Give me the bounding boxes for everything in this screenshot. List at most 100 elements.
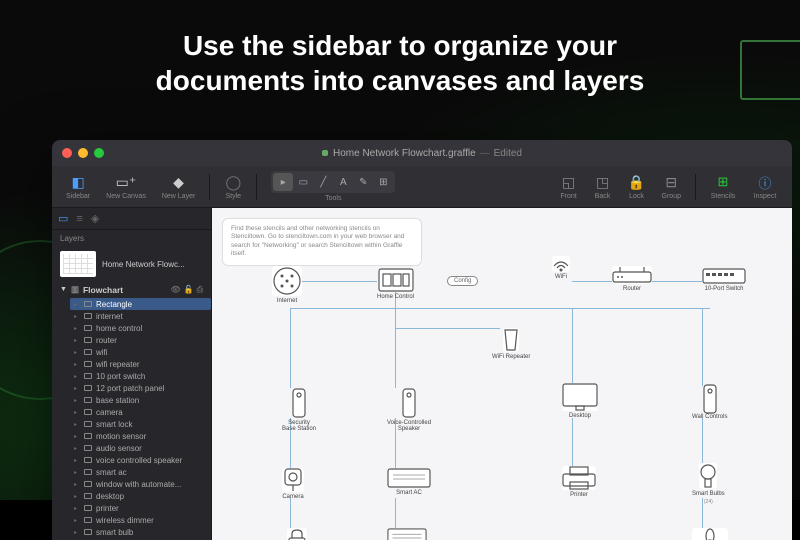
lock-layer-icon[interactable]: 🔓 bbox=[184, 285, 194, 295]
layer-item[interactable]: ▸router bbox=[70, 334, 211, 346]
shape-tool[interactable]: ▭ bbox=[293, 173, 313, 191]
inspect-icon: ⓘ bbox=[756, 173, 774, 191]
hint-callout: Find these stencils and other networking… bbox=[222, 218, 422, 266]
layer-section-header[interactable]: ▼ ▥ Flowchart 👁 🔓 ⎙ bbox=[52, 281, 211, 298]
connector-line bbox=[395, 308, 396, 388]
diagram-node-internet[interactable]: Internet bbox=[272, 266, 302, 304]
connector-line bbox=[290, 498, 291, 528]
diagram-node-camera[interactable]: Camera bbox=[282, 468, 304, 500]
document-icon bbox=[322, 150, 328, 156]
inspect-button[interactable]: ⓘ Inspect bbox=[746, 173, 784, 200]
layer-item[interactable]: ▸home control bbox=[70, 322, 211, 334]
tools-group: ▸ ▭ ╱ A ✎ ⊞ Tools bbox=[265, 171, 401, 202]
layer-item[interactable]: ▸motion sensor bbox=[70, 430, 211, 442]
layer-item[interactable]: ▸wireless dimmer bbox=[70, 514, 211, 526]
back-icon: ◳ bbox=[594, 173, 612, 191]
toolbar: ◧ Sidebar ▭⁺ New Canvas ◆ New Layer ◯ St… bbox=[52, 166, 792, 208]
layer-item[interactable]: ▸10 port switch bbox=[70, 370, 211, 382]
layer-item[interactable]: ▸desktop bbox=[70, 490, 211, 502]
selection-tab-icon[interactable]: ◈ bbox=[91, 212, 99, 225]
new-layer-button[interactable]: ◆ New Layer bbox=[156, 173, 201, 200]
style-button[interactable]: ◯ Style bbox=[218, 173, 248, 200]
connector-line bbox=[702, 308, 703, 386]
layer-item[interactable]: ▸wifi bbox=[70, 346, 211, 358]
diagram-node-smartlock[interactable]: Smart Lock bbox=[282, 528, 312, 540]
diagram-node-desktop[interactable]: Desktop bbox=[562, 383, 598, 419]
close-icon[interactable] bbox=[62, 148, 72, 158]
diagram-node-fan[interactable]: Fan bbox=[692, 528, 728, 540]
pen-tool[interactable]: ✎ bbox=[353, 173, 373, 191]
minimize-icon[interactable] bbox=[78, 148, 88, 158]
app-window: Home Network Flowchart.graffle — Edited … bbox=[52, 140, 792, 540]
connector-line bbox=[395, 498, 396, 528]
stamp-tool[interactable]: ⊞ bbox=[373, 173, 393, 191]
traffic-lights[interactable] bbox=[62, 148, 104, 158]
layer-item[interactable]: ▸audio sensor bbox=[70, 442, 211, 454]
outline-tab-icon[interactable]: ≡ bbox=[76, 213, 82, 225]
maximize-icon[interactable] bbox=[94, 148, 104, 158]
line-tool[interactable]: ╱ bbox=[313, 173, 333, 191]
layer-item[interactable]: ▸voice controlled speaker bbox=[70, 454, 211, 466]
stencils-icon: ⊞ bbox=[714, 173, 732, 191]
diagram-node-smartac[interactable]: Smart AC bbox=[387, 468, 431, 496]
titlebar: Home Network Flowchart.graffle — Edited bbox=[52, 140, 792, 166]
diagram-node-wifi[interactable]: WiFi bbox=[552, 256, 570, 280]
layer-item[interactable]: ▸smart bulb bbox=[70, 526, 211, 538]
diagram-node-config[interactable]: Config bbox=[447, 276, 478, 286]
headline-line-1: Use the sidebar to organize your bbox=[0, 28, 800, 63]
select-tool[interactable]: ▸ bbox=[273, 173, 293, 191]
thumbnail-image bbox=[60, 251, 96, 277]
layer-item[interactable]: ▸12 port patch panel bbox=[70, 382, 211, 394]
sidebar-toggle-button[interactable]: ◧ Sidebar bbox=[60, 173, 96, 200]
layer-item[interactable]: ▸base station bbox=[70, 394, 211, 406]
canvas[interactable]: Find these stencils and other networking… bbox=[212, 208, 792, 540]
main-area: ▭ ≡ ◈ Layers Home Network Flowc... ▼ ▥ F… bbox=[52, 208, 792, 540]
diagram-node-speaker[interactable]: Voice-ControlledSpeaker bbox=[387, 388, 431, 432]
diagram-node-bulbs[interactable]: Smart Bulbs(24) bbox=[692, 463, 725, 505]
connector-line bbox=[290, 308, 291, 388]
canvas-thumbnail[interactable]: Home Network Flowc... bbox=[60, 251, 203, 277]
sidebar-header: Layers bbox=[52, 230, 211, 247]
layer-item[interactable]: ▸wifi repeater bbox=[70, 358, 211, 370]
tool-palette: ▸ ▭ ╱ A ✎ ⊞ bbox=[271, 171, 395, 193]
print-icon[interactable]: ⎙ bbox=[197, 285, 203, 295]
front-button[interactable]: ◱ Front bbox=[554, 173, 584, 200]
sidebar-icon: ◧ bbox=[69, 173, 87, 191]
layer-item[interactable]: ▸Rectangle bbox=[70, 298, 211, 310]
diagram-node-basestation[interactable]: SecurityBase Station bbox=[282, 388, 316, 432]
diagram-node-switch[interactable]: 10-Port Switch bbox=[702, 268, 746, 292]
window-status: Edited bbox=[494, 148, 522, 159]
diagram-node-repeater[interactable]: WiFi Repeater bbox=[492, 328, 530, 360]
sidebar-tabs: ▭ ≡ ◈ bbox=[52, 208, 211, 230]
layer-item-list: ▸Rectangle▸internet▸home control▸router▸… bbox=[52, 298, 211, 540]
stencils-button[interactable]: ⊞ Stencils bbox=[704, 173, 742, 200]
new-canvas-button[interactable]: ▭⁺ New Canvas bbox=[100, 173, 152, 200]
new-canvas-icon: ▭⁺ bbox=[117, 173, 135, 191]
layer-item[interactable]: ▸window with automate... bbox=[70, 478, 211, 490]
layer-item[interactable]: ▸printer bbox=[70, 502, 211, 514]
chevron-down-icon: ▼ bbox=[60, 286, 67, 293]
layer-item[interactable]: ▸smart ac bbox=[70, 466, 211, 478]
new-layer-icon: ◆ bbox=[170, 173, 188, 191]
layers-tab-icon[interactable]: ▭ bbox=[58, 212, 68, 225]
connector-line bbox=[395, 328, 500, 329]
layer-item[interactable]: ▸internet bbox=[70, 310, 211, 322]
connector-line bbox=[572, 308, 573, 383]
lock-icon: 🔒 bbox=[628, 173, 646, 191]
lock-button[interactable]: 🔒 Lock bbox=[622, 173, 652, 200]
group-button[interactable]: ⊟ Group bbox=[656, 173, 687, 200]
layer-item[interactable]: ▸smart lock bbox=[70, 418, 211, 430]
connector-line bbox=[290, 308, 710, 309]
back-button[interactable]: ◳ Back bbox=[588, 173, 618, 200]
diagram-node-wallcontrols[interactable]: Wall Controls bbox=[692, 386, 727, 420]
text-tool[interactable]: A bbox=[333, 173, 353, 191]
layer-item[interactable]: ▸camera bbox=[70, 406, 211, 418]
diagram-node-router[interactable]: Router bbox=[612, 266, 652, 292]
connector-line bbox=[702, 418, 703, 463]
headline: Use the sidebar to organize your documen… bbox=[0, 28, 800, 98]
diagram-node-homecontrol[interactable]: Home Control bbox=[377, 268, 414, 300]
visibility-icon[interactable]: 👁 bbox=[170, 285, 180, 295]
headline-line-2: documents into canvases and layers bbox=[0, 63, 800, 98]
diagram-node-thermostat[interactable]: Thermostat bbox=[387, 528, 427, 540]
diagram-node-printer[interactable]: Printer bbox=[562, 466, 596, 498]
